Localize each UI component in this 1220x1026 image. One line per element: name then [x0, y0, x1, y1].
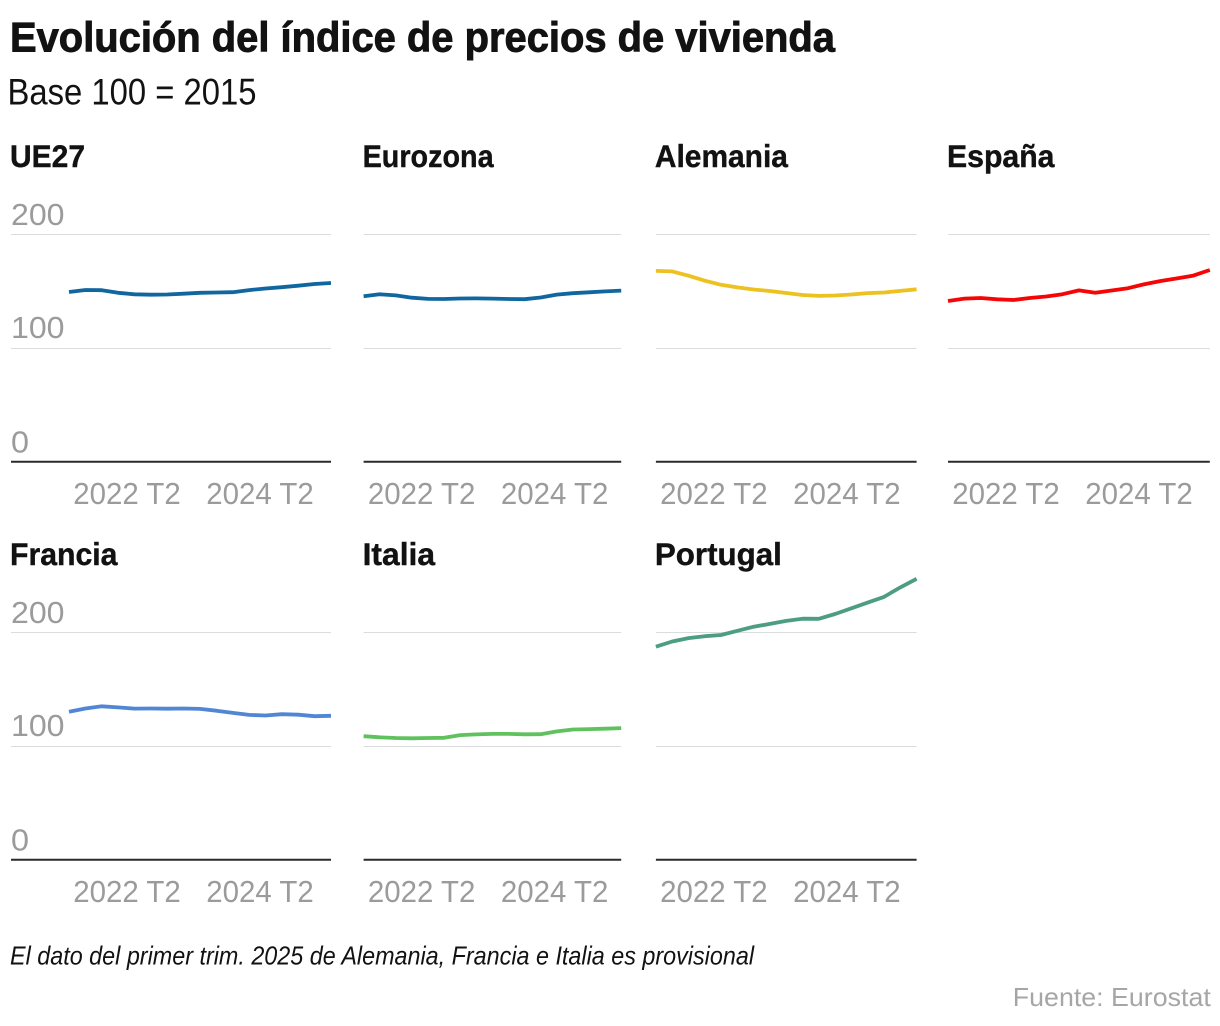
svg-text:0: 0: [11, 425, 29, 460]
svg-text:2024 T2: 2024 T2: [793, 874, 901, 909]
svg-text:2024 T2: 2024 T2: [206, 476, 314, 511]
svg-text:100: 100: [11, 708, 65, 743]
svg-text:2022 T2: 2022 T2: [952, 476, 1060, 511]
svg-text:Francia: Francia: [10, 536, 118, 572]
svg-text:2024 T2: 2024 T2: [206, 874, 314, 909]
svg-text:Fuente: Eurostat: Fuente: Eurostat: [1013, 982, 1212, 1012]
svg-text:2024 T2: 2024 T2: [501, 874, 609, 909]
svg-text:200: 200: [11, 197, 65, 232]
svg-text:2022 T2: 2022 T2: [368, 476, 476, 511]
svg-text:2022 T2: 2022 T2: [660, 874, 768, 909]
svg-text:Italia: Italia: [363, 536, 436, 572]
svg-text:Alemania: Alemania: [655, 138, 788, 174]
svg-text:2022 T2: 2022 T2: [660, 476, 768, 511]
svg-text:España: España: [947, 138, 1055, 174]
svg-text:2024 T2: 2024 T2: [501, 476, 609, 511]
svg-text:2024 T2: 2024 T2: [1085, 476, 1193, 511]
svg-text:El dato del primer trim. 2025: El dato del primer trim. 2025 de Alemani…: [10, 941, 755, 971]
svg-text:100: 100: [11, 310, 65, 345]
svg-text:Eurozona: Eurozona: [363, 138, 494, 174]
svg-text:Base 100 = 2015: Base 100 = 2015: [8, 72, 257, 113]
svg-text:2024 T2: 2024 T2: [793, 476, 901, 511]
svg-text:200: 200: [11, 595, 65, 630]
svg-text:2022 T2: 2022 T2: [73, 874, 181, 909]
svg-text:0: 0: [11, 823, 29, 858]
svg-text:Portugal: Portugal: [655, 536, 782, 572]
svg-text:2022 T2: 2022 T2: [73, 476, 181, 511]
svg-text:UE27: UE27: [10, 138, 85, 174]
svg-text:Evolución del índice de precio: Evolución del índice de precios de vivie…: [10, 14, 836, 61]
svg-text:2022 T2: 2022 T2: [368, 874, 476, 909]
